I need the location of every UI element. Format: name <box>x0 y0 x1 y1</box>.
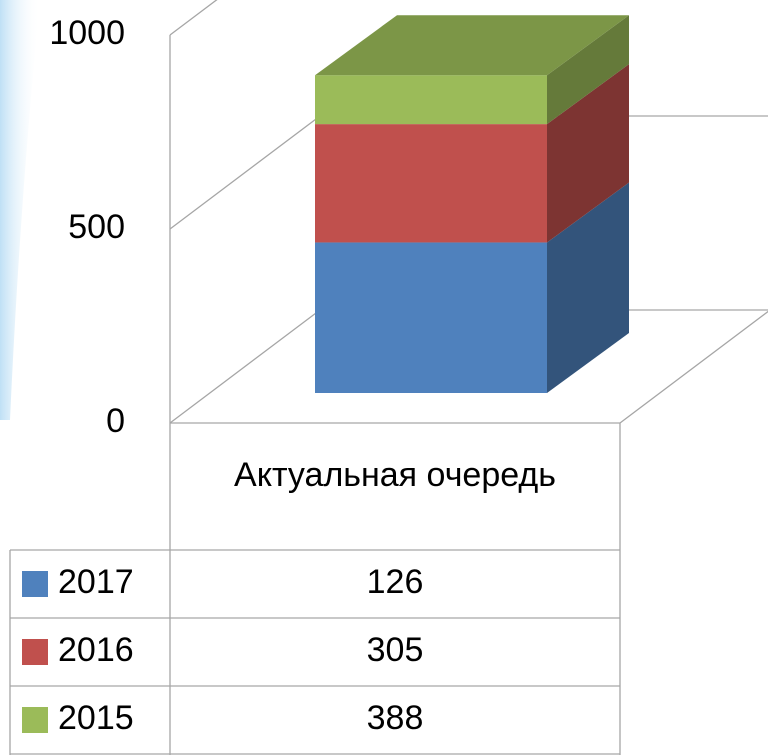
legend-swatch <box>22 571 48 597</box>
bar-segment <box>315 242 547 393</box>
bar-top <box>315 15 629 76</box>
bar-segment <box>315 75 547 125</box>
table-value: 126 <box>367 563 424 601</box>
decoration <box>0 0 40 420</box>
bar-segment <box>315 124 547 243</box>
legend-swatch <box>22 639 48 665</box>
y-tick-label: 1000 <box>49 14 125 52</box>
table-value: 305 <box>367 631 424 669</box>
legend-label: 2017 <box>58 563 134 601</box>
legend-label: 2015 <box>58 699 134 737</box>
legend-label: 2016 <box>58 631 134 669</box>
category-label: Актуальная очередь <box>234 456 556 494</box>
y-tick-label: 500 <box>68 208 125 246</box>
table-value: 388 <box>367 699 424 737</box>
legend-swatch <box>22 707 48 733</box>
y-tick-label: 0 <box>106 402 125 440</box>
bar-side <box>547 64 629 243</box>
bar-side <box>547 15 629 125</box>
bar-side <box>547 182 629 393</box>
